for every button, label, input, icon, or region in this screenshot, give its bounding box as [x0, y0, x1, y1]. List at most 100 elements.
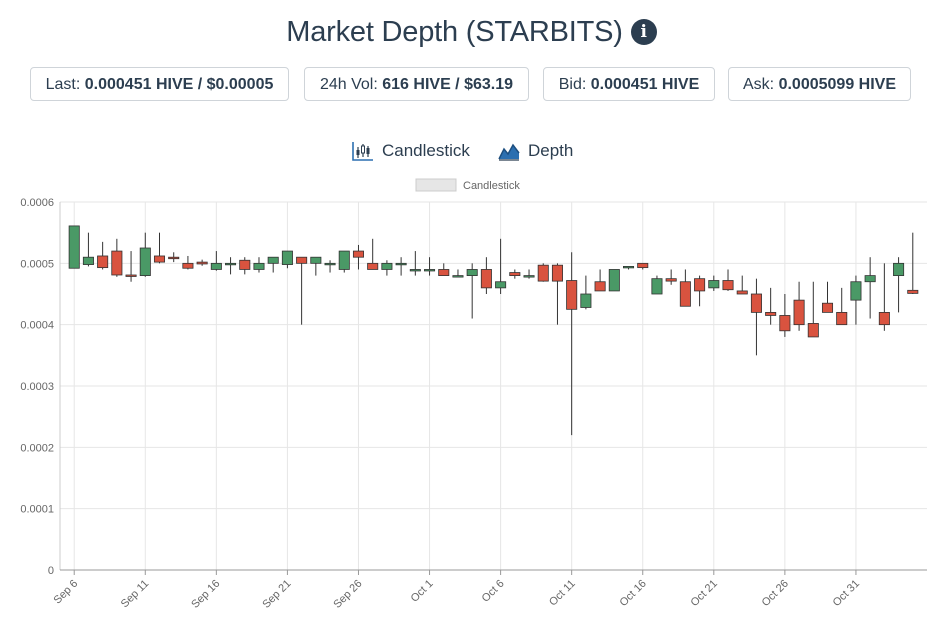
candle-body — [523, 275, 535, 278]
candle — [125, 251, 137, 282]
candle-body — [480, 269, 492, 289]
volume-value: 616 HIVE / $63.19 — [382, 76, 514, 93]
candle — [466, 263, 478, 319]
candle-body — [850, 281, 862, 301]
info-icon[interactable]: i — [630, 19, 657, 45]
candle — [864, 257, 876, 319]
candle-body — [580, 293, 592, 308]
x-tick-label: Oct 21 — [689, 578, 720, 609]
chart-type-tabs: Candlestick Depth — [0, 138, 943, 164]
tab-depth[interactable]: Depth — [498, 138, 573, 164]
candle — [907, 232, 919, 294]
candle — [623, 266, 635, 270]
candle — [765, 287, 777, 325]
candle — [196, 259, 208, 266]
candle-body — [438, 269, 450, 277]
x-tick-label: Sep 6 — [52, 578, 81, 607]
candle — [367, 238, 379, 270]
candle-body — [623, 266, 635, 269]
title-row: Market Depth (STARBITS) i — [0, 10, 943, 54]
bid-value: 0.000451 HIVE — [590, 76, 700, 93]
candle — [395, 257, 407, 276]
candle-body — [807, 323, 819, 338]
candle — [111, 238, 123, 277]
chart-legend[interactable]: Candlestick — [415, 178, 520, 192]
candle-body — [196, 261, 208, 265]
candle-body — [239, 259, 251, 270]
candle-body — [452, 275, 464, 278]
candle-body — [125, 274, 137, 277]
candle — [566, 252, 578, 436]
candle — [381, 260, 393, 276]
y-tick-label: 0.0003 — [20, 381, 54, 393]
y-tick-label: 0.0002 — [20, 442, 54, 454]
x-tick-label: Sep 21 — [260, 578, 293, 611]
x-axis: Sep 6 Sep 11 Sep 16 Sep 21 Sep 26 Oct 1 Oct 6 O… — [52, 569, 927, 611]
tab-depth-label: Depth — [528, 141, 574, 160]
candle — [438, 263, 450, 277]
stats-bar: Last: 0.000451 HIVE / $0.00005 24h Vol: … — [0, 67, 943, 103]
candle-body — [338, 250, 350, 270]
candle-body — [139, 247, 151, 277]
candle-body — [537, 264, 549, 282]
candle — [452, 269, 464, 278]
y-tick-label: 0.0005 — [20, 258, 54, 270]
candle — [267, 256, 279, 273]
candle — [893, 257, 905, 313]
candle — [68, 225, 80, 269]
candle-body — [310, 256, 322, 264]
last-price-badge: Last: 0.000451 HIVE / $0.00005 — [30, 67, 289, 101]
volume-badge: 24h Vol: 616 HIVE / $63.19 — [304, 67, 529, 101]
bid-label: Bid: — [558, 76, 587, 93]
candle-body — [878, 311, 890, 326]
candle-body — [68, 225, 80, 269]
tab-candlestick-label: Candlestick — [382, 141, 470, 160]
candle — [779, 294, 791, 337]
candle-body — [551, 264, 563, 282]
candle — [182, 255, 194, 270]
candle — [495, 238, 507, 294]
x-tick-label: Oct 1 — [409, 578, 436, 605]
candle-body — [793, 299, 805, 326]
candle — [153, 232, 166, 264]
area-chart-icon — [498, 143, 520, 161]
candle-body — [210, 262, 222, 270]
ask-badge: Ask: 0.0005099 HIVE — [728, 67, 911, 101]
candle-body — [267, 256, 279, 264]
candle-body — [352, 250, 364, 258]
candles — [68, 225, 919, 436]
x-tick-label: Oct 26 — [760, 578, 791, 609]
candle — [424, 257, 436, 276]
candle — [793, 281, 805, 331]
candle — [253, 257, 265, 273]
candle — [821, 281, 834, 313]
y-tick-label: 0 — [48, 565, 54, 577]
candle — [296, 256, 308, 325]
candlestick-chart: Candlestick 0 0.0001 0.0002 0.0003 0.0004 0.0… — [20, 178, 927, 611]
candle — [722, 269, 734, 291]
candle-body — [750, 293, 762, 313]
candle — [608, 269, 620, 292]
tab-candlestick[interactable]: Candlestick — [352, 138, 470, 164]
candle-body — [566, 280, 578, 310]
candle-body — [779, 315, 791, 332]
candle — [537, 263, 549, 282]
candle — [523, 269, 535, 279]
candle — [409, 251, 421, 276]
candle-body — [836, 311, 848, 326]
candle — [694, 275, 706, 307]
candle-body — [153, 255, 166, 263]
x-tick-label: Oct 31 — [831, 578, 862, 609]
candle-body — [296, 256, 308, 264]
candle — [239, 257, 251, 275]
candle-body — [424, 269, 436, 272]
candle-body — [907, 289, 919, 294]
candle-body — [182, 262, 194, 269]
candle — [750, 278, 762, 356]
x-tick-label: Oct 16 — [617, 578, 648, 609]
candle — [679, 269, 691, 307]
candle-body — [637, 262, 649, 269]
candle-body — [665, 278, 677, 282]
bid-badge: Bid: 0.000451 HIVE — [543, 67, 715, 101]
candle-body — [367, 262, 379, 270]
